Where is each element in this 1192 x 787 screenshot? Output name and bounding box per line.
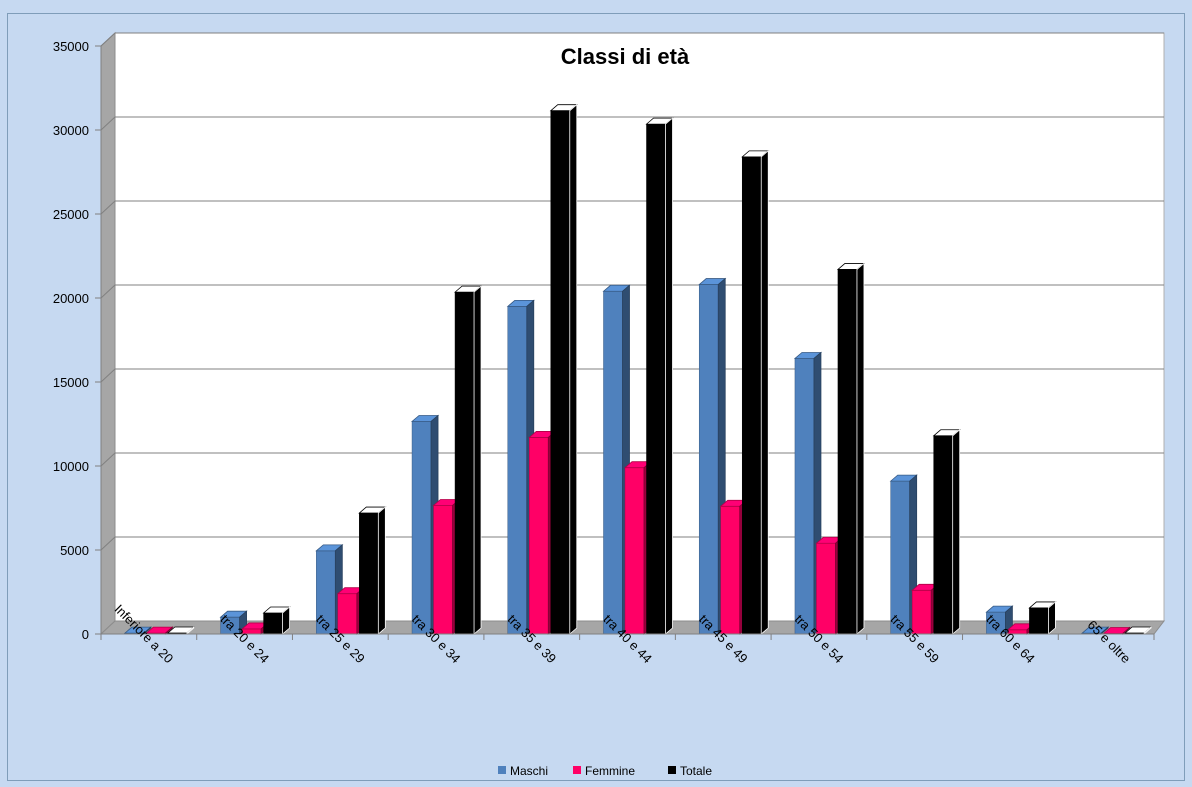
gridline-side (100, 452, 116, 467)
bar-totale-side (665, 117, 673, 635)
bar-totale-side (1048, 601, 1056, 635)
bar-femmine-front (433, 505, 453, 635)
gridline-side (100, 536, 116, 551)
bar-maschi (793, 351, 823, 635)
gridline-side (100, 284, 116, 299)
bar-totale-side (952, 428, 961, 635)
bars (123, 103, 1153, 635)
chart-svg: 05000100001500020000250003000035000Infer… (53, 31, 1166, 778)
bar-maschi-front (890, 480, 910, 635)
bar-totale (1028, 601, 1057, 635)
bar-totale (262, 606, 291, 635)
y-tick-label: 35000 (53, 39, 89, 54)
y-tick-label: 0 (82, 627, 89, 642)
bar-totale-side (760, 150, 769, 635)
bar-totale-side (473, 285, 482, 635)
bar-femmine-front (624, 467, 645, 635)
gridline-side (100, 368, 116, 383)
gridline-side (100, 32, 116, 47)
bar-totale-front (741, 156, 762, 635)
bar-femmine-front (816, 543, 836, 635)
legend-label-totale: Totale (680, 764, 712, 778)
bar-maschi-front (603, 291, 623, 635)
bar-totale-front (837, 269, 858, 635)
gridline-side (100, 200, 116, 215)
legend-label-maschi: Maschi (510, 764, 548, 778)
bar-totale-front (359, 512, 379, 635)
bar-totale (358, 506, 387, 635)
bar-femmine-front (720, 506, 740, 635)
bar-totale-side (377, 506, 386, 635)
chart-title: Classi di età (561, 44, 690, 69)
bar-totale (453, 285, 483, 635)
bar-totale-front (646, 123, 666, 635)
y-tick-label: 25000 (53, 207, 89, 222)
gridline-side (100, 116, 116, 131)
bar-totale (741, 150, 770, 635)
bar-maschi-front (507, 306, 528, 635)
bar-totale-front (263, 612, 283, 635)
y-tick-label: 30000 (53, 123, 89, 138)
bar-maschi-front (698, 284, 719, 635)
bar-totale-side (569, 103, 578, 635)
chart-frame: 0 5000 10000 15000 20000 25000 30000 35000 Infer… (7, 13, 1185, 781)
bar-totale-front (1029, 607, 1049, 635)
y-tick-label: 15000 (53, 375, 89, 390)
bar-totale-side (282, 606, 290, 635)
y-tick-label: 20000 (53, 291, 89, 306)
bar-totale (932, 428, 961, 635)
bar-totale-side (856, 262, 865, 635)
y-tick-label: 10000 (53, 459, 89, 474)
bar-femmine-front (529, 437, 549, 635)
legend-swatch-maschi (498, 766, 506, 774)
legend-swatch-totale (668, 766, 676, 774)
bar-totale-front (933, 435, 953, 635)
bar-totale (645, 117, 674, 635)
legend-swatch-femmine (573, 766, 581, 774)
bar-totale (836, 262, 866, 635)
y-tick-label: 5000 (60, 543, 89, 558)
bar-maschi-front (411, 421, 432, 635)
bar-totale-front (454, 291, 475, 635)
bar-totale (549, 103, 578, 635)
bar-maschi-front (794, 358, 815, 635)
bar-maschi (889, 474, 918, 635)
legend-label-femmine: Femmine (585, 764, 635, 778)
bar-totale-front (550, 110, 571, 635)
legend: Maschi Femmine Totale (498, 764, 712, 778)
